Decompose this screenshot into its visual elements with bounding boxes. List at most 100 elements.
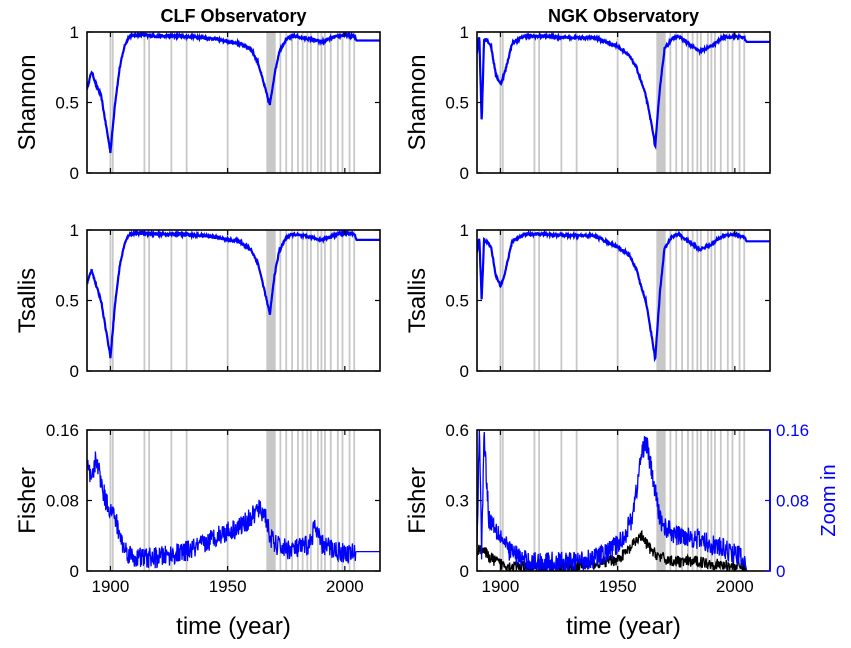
storm-band	[111, 430, 114, 571]
storm-band	[316, 230, 319, 371]
storm-band	[324, 430, 326, 571]
storm-band	[501, 430, 504, 571]
storm-band	[329, 32, 332, 173]
storm-band	[143, 430, 146, 571]
storm-band	[691, 32, 694, 173]
storm-band	[699, 32, 702, 173]
panel-clf-shannon: 0 0.5 1 Shannon CLF Observatory	[14, 6, 381, 183]
storm-band	[285, 32, 288, 173]
chart-title: NGK Observatory	[548, 6, 699, 26]
storm-band	[348, 230, 351, 371]
right-y-axis-label: Zoom in	[818, 464, 840, 536]
x-axis-label: time (year)	[566, 613, 681, 640]
storm-band	[185, 430, 188, 571]
y-axis-label: Tsallis	[404, 268, 431, 333]
storm-band	[226, 32, 229, 173]
storm-band	[681, 230, 683, 371]
storm-band	[306, 430, 309, 571]
storm-band	[353, 430, 356, 571]
storm-band	[170, 430, 173, 571]
storm-band	[710, 32, 713, 173]
y-tick-label: 0	[70, 562, 79, 581]
storm-band	[743, 32, 746, 173]
storm-band	[675, 32, 678, 173]
storm-band	[297, 230, 299, 371]
y-tick-label: 0	[460, 164, 469, 183]
storm-band	[301, 32, 304, 173]
storm-band	[714, 32, 716, 173]
storm-band	[560, 430, 563, 571]
storm-band	[575, 230, 578, 371]
storm-band	[148, 430, 151, 571]
storm-band	[320, 32, 323, 173]
storm-band	[279, 430, 282, 571]
storm-band	[109, 230, 112, 371]
x-tick-label: 2000	[326, 577, 364, 596]
storm-band	[738, 430, 741, 571]
storm-band	[185, 230, 188, 371]
y-axis-label: Shannon	[14, 54, 41, 150]
axes-box	[86, 31, 381, 174]
series-line-tsallis-entropy	[477, 230, 770, 363]
x-tick-label: 1900	[482, 577, 520, 596]
storm-band	[306, 32, 309, 173]
y-tick-label: 1	[460, 221, 469, 240]
storm-band	[726, 32, 729, 173]
storm-band	[560, 32, 563, 173]
storm-band	[501, 32, 504, 173]
storm-band	[696, 230, 699, 371]
storm-band	[320, 430, 323, 571]
storm-band	[170, 230, 173, 371]
storm-band	[185, 32, 188, 173]
storm-band	[324, 230, 326, 371]
storm-band	[301, 430, 304, 571]
storm-band	[309, 430, 312, 571]
storm-band	[143, 32, 146, 173]
storm-band	[696, 32, 699, 173]
storm-band	[743, 230, 746, 371]
chart-title: CLF Observatory	[160, 6, 306, 26]
y-tick-label: 0.3	[445, 492, 469, 511]
storm-band	[560, 230, 563, 371]
storm-band	[111, 230, 114, 371]
storm-band	[710, 230, 713, 371]
storm-band	[714, 230, 716, 371]
storm-band	[348, 32, 351, 173]
storm-band	[316, 32, 319, 173]
panel-clf-tsallis: 0 0.5 1 Tsallis	[14, 221, 381, 381]
storm-band	[675, 430, 678, 571]
y-tick-label: 0	[460, 362, 469, 381]
series-line-fisher-information-zoom-in-	[477, 430, 748, 571]
storm-band	[738, 230, 741, 371]
storm-band	[353, 230, 356, 371]
storm-band	[706, 430, 709, 571]
y-axis-label: Tsallis	[14, 268, 41, 333]
storm-band	[699, 430, 702, 571]
y-tick-label: 0.08	[46, 492, 79, 511]
storm-band	[148, 230, 151, 371]
storm-band	[353, 32, 356, 173]
storm-band	[148, 32, 151, 173]
storm-band	[324, 32, 326, 173]
storm-band	[616, 230, 619, 371]
panel-ngk-fisher: 1900 1950 2000 0 0.3 0.6 Fisher 0 0.08 0.16 Zoom i…	[404, 421, 840, 640]
storm-band	[336, 430, 339, 571]
x-tick-label: 1950	[209, 577, 247, 596]
storm-band	[316, 430, 319, 571]
storm-band	[109, 430, 112, 571]
storm-band	[170, 32, 173, 173]
storm-bands	[499, 430, 746, 571]
storm-band	[691, 430, 694, 571]
storm-band	[341, 32, 344, 173]
storm-band	[291, 32, 293, 173]
storm-band	[533, 430, 536, 571]
storm-band	[226, 430, 229, 571]
x-axis-label: time (year)	[176, 613, 291, 640]
storm-band	[538, 230, 541, 371]
y-tick-label: 0.5	[445, 94, 469, 113]
storm-band	[719, 32, 722, 173]
storm-band	[731, 32, 734, 173]
series-line-shannon-entropy	[477, 32, 770, 150]
storm-band	[499, 430, 502, 571]
y2-tick-label: 0	[776, 562, 785, 581]
